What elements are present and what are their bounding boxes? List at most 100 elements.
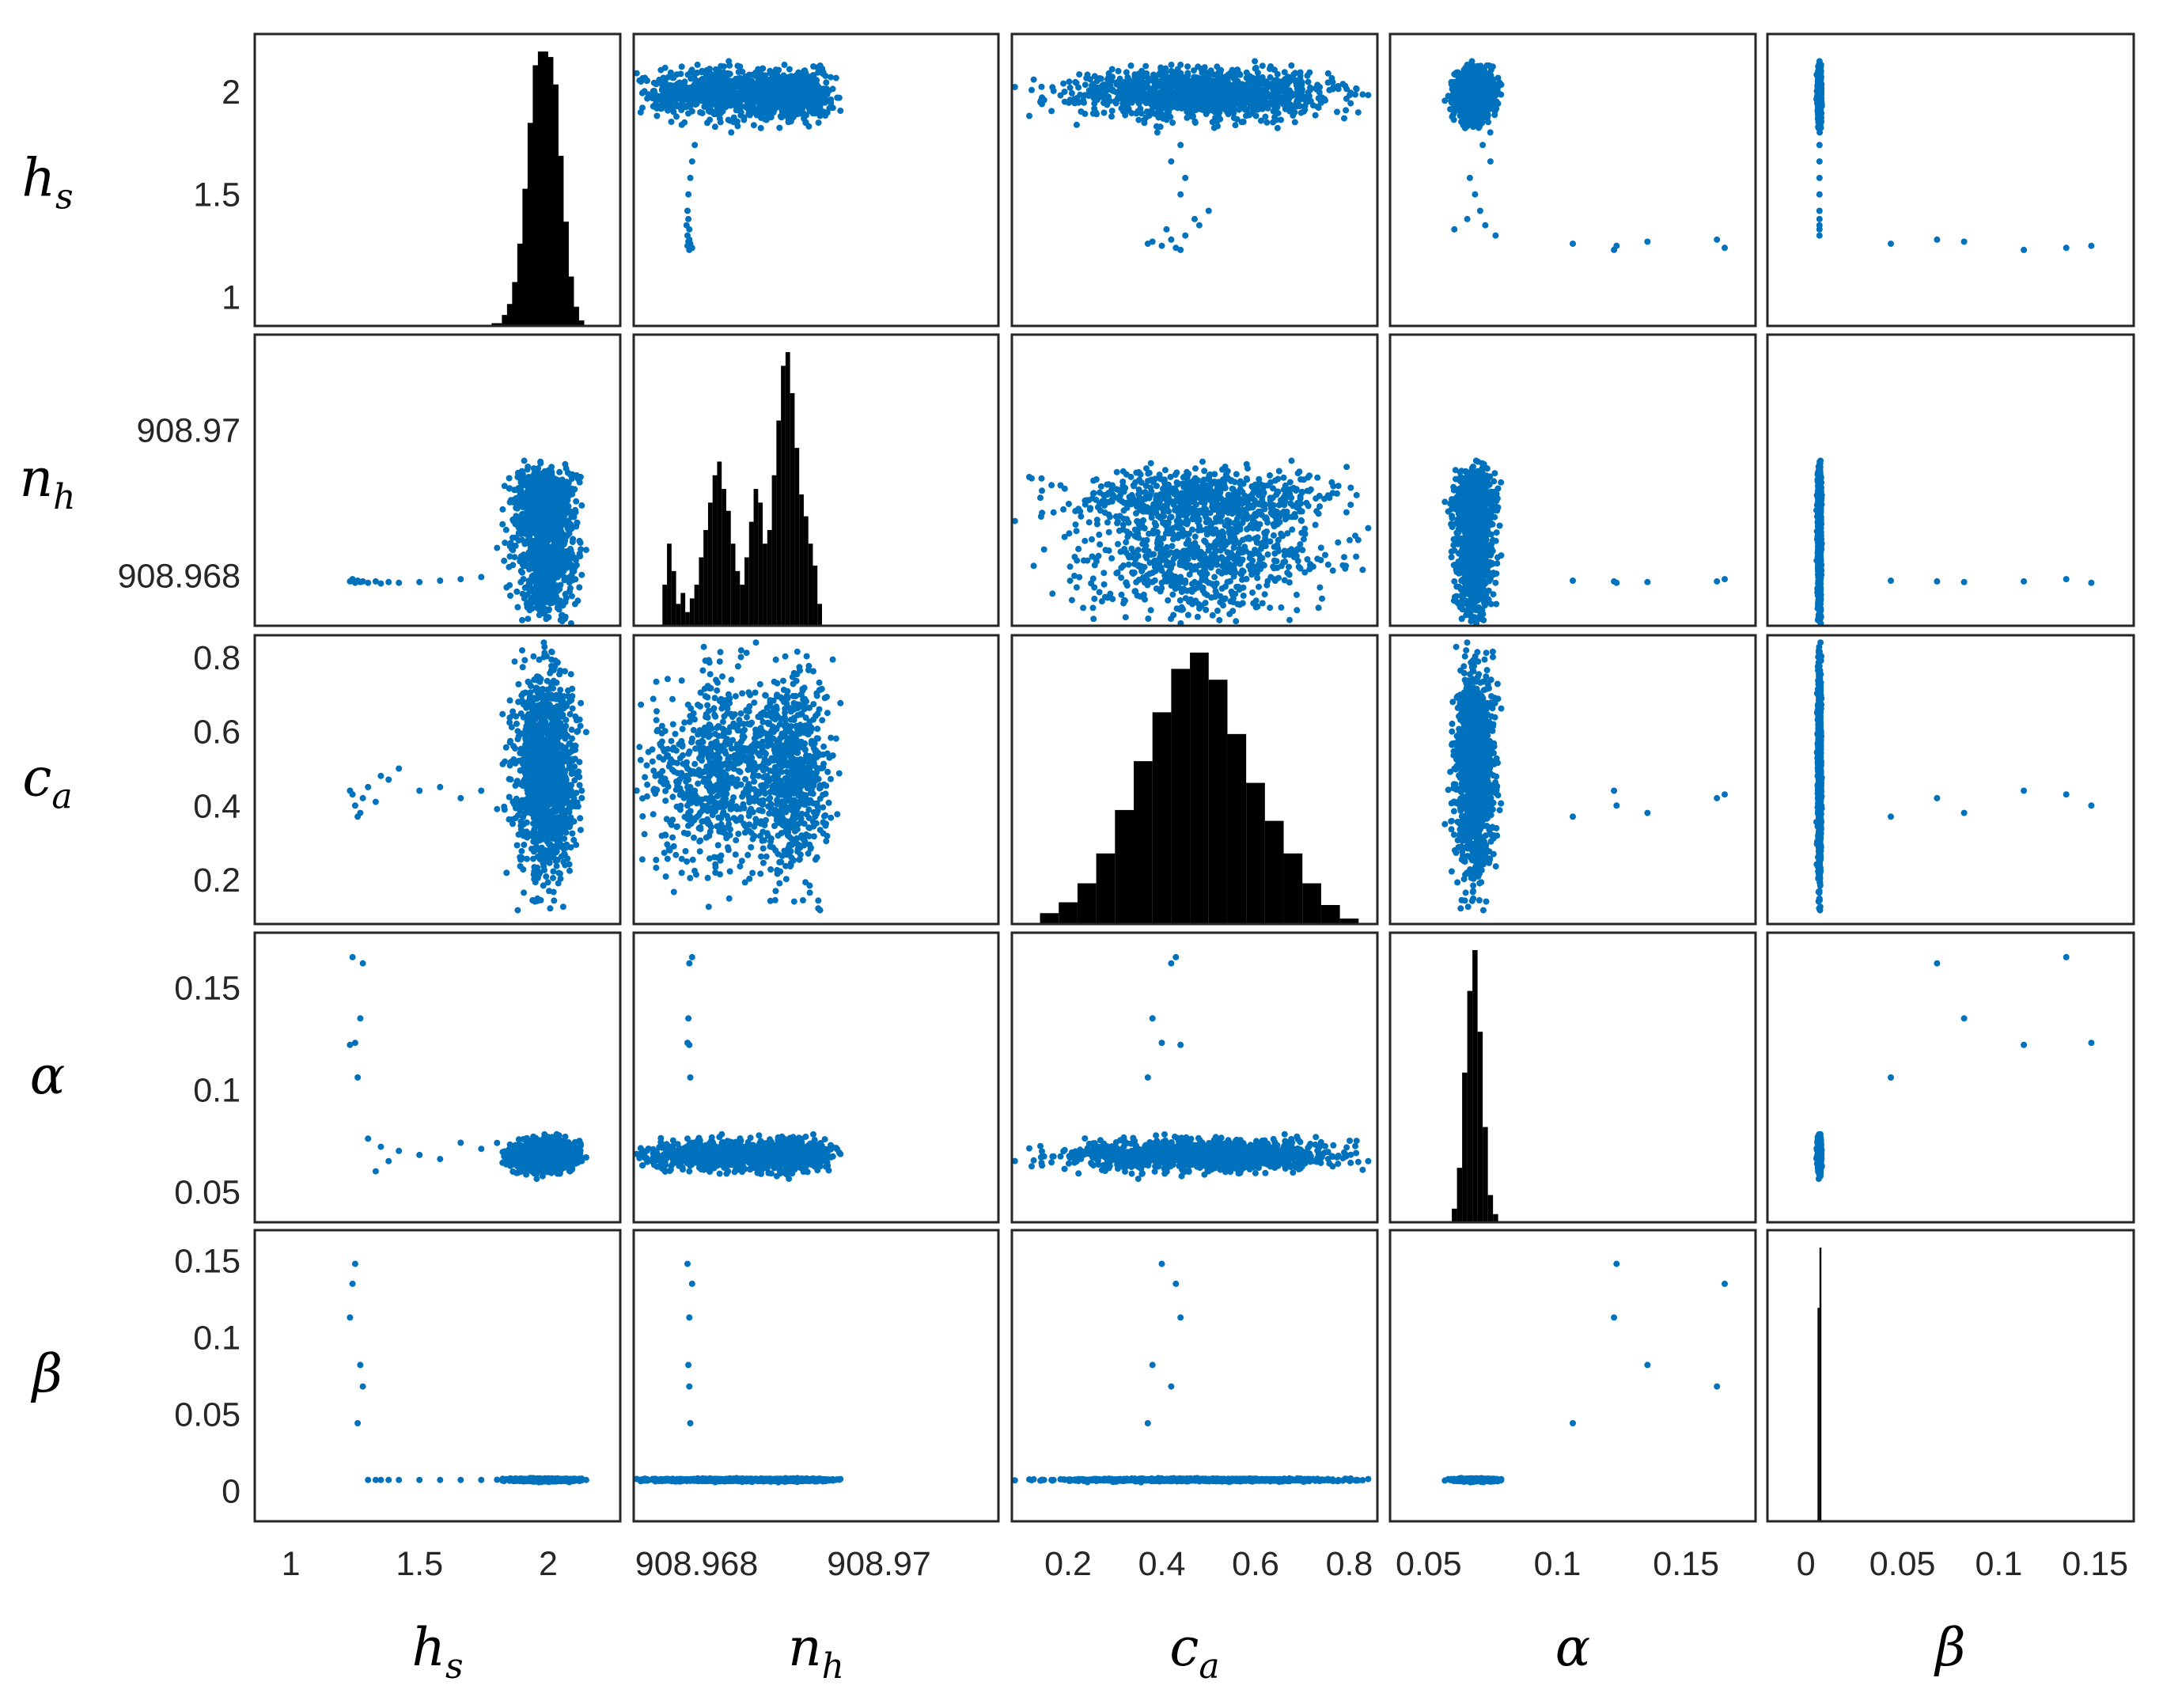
- point: [1026, 113, 1032, 119]
- point: [1168, 104, 1174, 111]
- point: [1157, 83, 1163, 89]
- point: [823, 79, 829, 85]
- point: [821, 95, 828, 101]
- point: [1066, 100, 1072, 106]
- point: [689, 158, 695, 165]
- point: [1082, 92, 1088, 98]
- point: [699, 69, 705, 75]
- point: [733, 79, 739, 85]
- point: [798, 70, 805, 77]
- point: [1115, 79, 1121, 85]
- point: [1492, 233, 1498, 239]
- point: [667, 82, 673, 89]
- point: [644, 78, 650, 84]
- point: [1206, 208, 1212, 214]
- panel-hs-vs-hs: [255, 34, 620, 326]
- point: [677, 96, 684, 102]
- point: [677, 83, 684, 89]
- point: [747, 112, 753, 119]
- point: [1184, 63, 1191, 70]
- scatter-points-hs-vs-nh: [634, 58, 844, 253]
- point: [686, 226, 692, 233]
- point: [1281, 87, 1287, 93]
- point: [1462, 125, 1468, 131]
- point: [811, 80, 817, 86]
- point: [1169, 62, 1175, 68]
- point: [1159, 114, 1165, 120]
- point: [707, 70, 714, 77]
- point: [1118, 92, 1124, 98]
- point: [1051, 88, 1057, 94]
- point: [1314, 104, 1320, 110]
- point: [828, 74, 834, 81]
- point: [834, 95, 840, 101]
- point: [1085, 71, 1091, 78]
- point: [699, 110, 706, 116]
- point: [1074, 122, 1080, 128]
- point: [746, 85, 752, 91]
- point: [1091, 95, 1097, 101]
- point: [1066, 78, 1072, 85]
- point: [1090, 110, 1097, 116]
- point: [1211, 108, 1218, 115]
- point: [669, 119, 675, 125]
- point: [1069, 90, 1075, 97]
- point: [1211, 125, 1218, 131]
- point: [1169, 119, 1176, 126]
- point: [799, 92, 805, 98]
- point: [737, 92, 744, 98]
- point: [1289, 108, 1295, 114]
- point: [1090, 81, 1097, 87]
- point: [1325, 79, 1332, 85]
- point: [782, 62, 788, 68]
- point: [746, 103, 752, 109]
- point: [1270, 119, 1276, 126]
- point: [1455, 79, 1461, 85]
- point: [1468, 104, 1475, 110]
- point: [1126, 106, 1132, 112]
- point: [1031, 77, 1037, 83]
- point: [758, 103, 764, 109]
- point: [691, 93, 698, 99]
- point: [1219, 83, 1225, 89]
- point: [674, 90, 680, 97]
- point: [1479, 142, 1486, 148]
- scatter-points-hs-vs-alpha: [1441, 58, 1728, 253]
- point: [776, 125, 782, 131]
- point: [1229, 108, 1236, 115]
- point: [778, 105, 785, 112]
- point: [1039, 94, 1045, 100]
- point: [699, 76, 706, 82]
- point: [1165, 78, 1172, 85]
- point: [1137, 105, 1143, 112]
- point: [1215, 69, 1222, 75]
- point: [1232, 74, 1238, 81]
- point: [1474, 108, 1480, 115]
- point: [1238, 84, 1244, 90]
- point: [1182, 233, 1188, 239]
- point: [1252, 58, 1258, 64]
- point: [797, 84, 804, 90]
- point: [1116, 68, 1122, 74]
- point: [774, 101, 780, 108]
- point: [1451, 226, 1457, 233]
- point: [1487, 129, 1494, 135]
- point: [1714, 237, 1720, 243]
- point: [1267, 66, 1273, 72]
- point: [1313, 112, 1319, 119]
- point: [1039, 84, 1045, 90]
- point: [749, 72, 756, 78]
- point: [1334, 109, 1340, 116]
- point: [1644, 239, 1650, 245]
- point: [1122, 112, 1128, 119]
- point: [1101, 110, 1108, 116]
- point: [1074, 80, 1080, 86]
- point: [1307, 85, 1313, 91]
- point: [727, 118, 733, 124]
- point: [1073, 97, 1079, 104]
- point: [806, 88, 813, 94]
- point: [1082, 81, 1089, 88]
- point: [766, 107, 772, 113]
- point: [1211, 81, 1218, 87]
